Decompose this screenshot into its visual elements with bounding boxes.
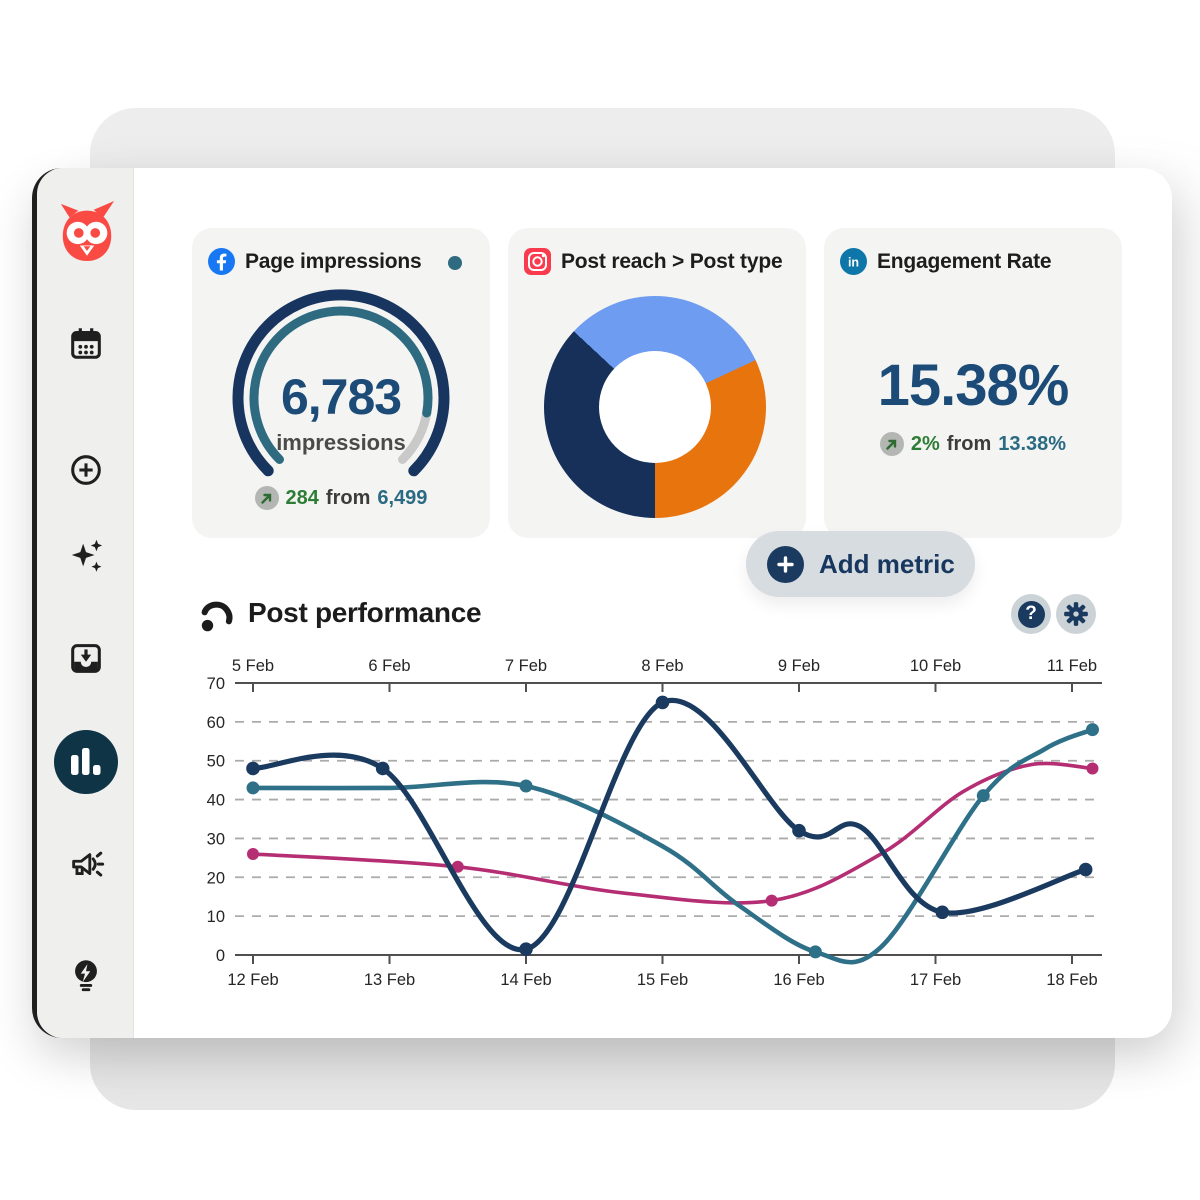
trend-up-icon	[254, 486, 279, 510]
help-button[interactable]: ?	[1011, 594, 1051, 634]
donut-chart	[544, 296, 766, 518]
settings-button[interactable]	[1056, 594, 1096, 634]
y-tick-label: 50	[207, 753, 225, 771]
gauge-unit: impressions	[276, 430, 406, 455]
owl-icon	[60, 200, 115, 262]
megaphone-icon	[72, 851, 105, 877]
metric-card-engagement-rate: in Engagement Rate	[824, 228, 1122, 538]
hootsuite-logo[interactable]	[56, 198, 118, 264]
x-bottom-label: 12 Feb	[227, 971, 278, 989]
y-tick-label: 0	[216, 947, 225, 965]
x-top-label: 11 Feb	[1047, 657, 1097, 675]
linkedin-icon: in	[840, 248, 867, 275]
calendar-icon	[71, 328, 101, 359]
point-navy	[246, 761, 260, 776]
change-row: 284 from 6,499	[192, 486, 490, 510]
add-metric-button[interactable]: Add metric	[746, 531, 975, 597]
change-previous: 6,499	[377, 486, 428, 509]
section-title: Post performance	[248, 597, 482, 628]
x-top-label: 8 Feb	[641, 657, 683, 675]
point-teal	[808, 945, 822, 959]
point-navy	[792, 823, 806, 838]
sidebar-item-inbox[interactable]	[66, 638, 106, 678]
card-title: Post reach > Post type	[561, 249, 783, 273]
x-top-label: 9 Feb	[778, 657, 820, 675]
y-tick-label: 30	[207, 830, 225, 848]
y-tick-label: 70	[207, 675, 225, 693]
trend-up-icon	[879, 432, 904, 456]
change-word: from	[946, 432, 992, 455]
sparkles-icon	[71, 539, 103, 572]
point-teal	[976, 789, 990, 803]
point-teal	[246, 781, 260, 795]
point-teal	[1085, 723, 1099, 737]
sidebar-item-promote[interactable]	[66, 846, 106, 886]
line-navy	[250, 697, 1089, 953]
x-bottom-label: 15 Feb	[637, 971, 688, 989]
change-amount: 284	[285, 486, 319, 509]
change-amount: 2%	[910, 432, 940, 455]
card-title: Page impressions	[245, 249, 422, 273]
card-title: Engagement Rate	[877, 249, 1052, 273]
y-tick-label: 10	[207, 908, 225, 926]
legend-dot	[448, 256, 462, 270]
point-navy	[1078, 862, 1093, 877]
sidebar-item-ideas[interactable]	[66, 955, 106, 995]
y-tick-label: 20	[207, 869, 225, 887]
line-magenta	[251, 761, 1095, 905]
point-magenta	[1086, 762, 1099, 775]
plus-icon	[767, 545, 804, 583]
x-bottom-label: 13 Feb	[364, 971, 415, 989]
x-bottom-label: 18 Feb	[1046, 971, 1097, 989]
donut-hole	[599, 351, 711, 463]
engagement-rate-value: 15.38%	[877, 353, 1070, 418]
inbox-download-icon	[71, 644, 101, 673]
instagram-icon	[524, 248, 551, 275]
gear-icon	[1064, 602, 1088, 626]
point-navy	[519, 942, 533, 956]
lightbulb-icon	[75, 960, 97, 992]
point-navy	[935, 905, 950, 920]
facebook-icon	[208, 248, 235, 275]
sidebar-item-calendar[interactable]	[66, 323, 106, 363]
change-previous: 13.38%	[998, 432, 1067, 455]
sidebar-item-create[interactable]	[66, 450, 106, 490]
question-icon: ?	[1017, 600, 1045, 628]
bar-chart-icon	[71, 748, 101, 775]
sidebar-item-ai[interactable]	[66, 535, 106, 575]
point-magenta	[451, 860, 464, 873]
gauge-chart	[232, 289, 450, 477]
change-row: 2% from 13.38%	[824, 432, 1122, 456]
x-top-label: 5 Feb	[232, 657, 274, 675]
x-top-label: 10 Feb	[910, 657, 961, 675]
line-teal	[250, 727, 1095, 965]
x-bottom-label: 17 Feb	[910, 971, 961, 989]
post-performance-chart: 5 Feb 6 Feb 7 Feb 8 Feb 9 Feb 10 Feb 11 Feb 12 …	[207, 657, 1102, 989]
x-bottom-label: 14 Feb	[500, 971, 551, 989]
point-navy	[375, 761, 390, 776]
point-magenta	[765, 894, 778, 907]
svg-text:in: in	[848, 256, 859, 270]
y-tick-label: 60	[207, 714, 225, 732]
point-teal	[519, 779, 533, 793]
change-word: from	[325, 486, 371, 509]
add-metric-label: Add metric	[819, 548, 955, 579]
point-magenta	[247, 847, 259, 860]
plus-circle-icon	[71, 455, 101, 485]
x-top-label: 6 Feb	[368, 657, 410, 675]
sidebar	[37, 168, 134, 1038]
performance-icon	[198, 598, 236, 636]
gauge-value: 6,783	[280, 369, 402, 425]
y-tick-label: 40	[207, 792, 225, 810]
sidebar-item-analytics[interactable]	[54, 730, 118, 794]
point-navy	[655, 695, 670, 710]
x-top-label: 7 Feb	[505, 657, 547, 675]
x-bottom-label: 16 Feb	[773, 971, 824, 989]
